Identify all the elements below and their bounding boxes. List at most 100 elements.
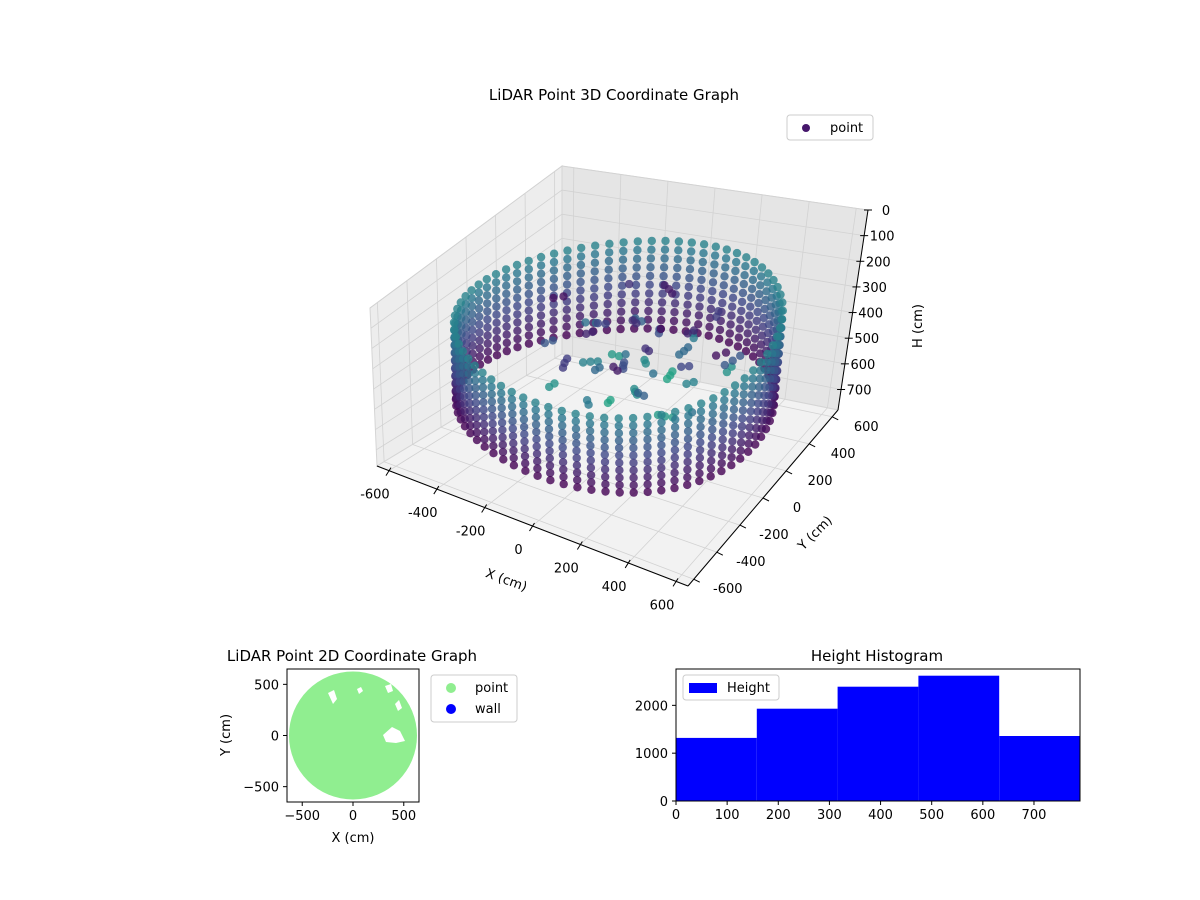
point-3d bbox=[643, 465, 652, 474]
point-3d bbox=[643, 450, 652, 459]
point-3d bbox=[464, 354, 473, 363]
point-3d bbox=[615, 451, 624, 460]
point-3d bbox=[482, 283, 492, 292]
point-3d bbox=[709, 269, 718, 278]
legend-histogram: Height bbox=[682, 674, 780, 701]
point-3d bbox=[683, 434, 693, 444]
point-3d bbox=[491, 270, 501, 279]
point-3d bbox=[750, 257, 759, 267]
point-3d bbox=[524, 298, 533, 307]
point-3d bbox=[458, 347, 468, 356]
point-3d bbox=[549, 316, 558, 326]
point-3d bbox=[563, 246, 572, 255]
x-axis-label-3d: X (cm) bbox=[483, 566, 529, 595]
point-3d bbox=[696, 422, 705, 431]
point-3d bbox=[497, 389, 506, 398]
point-3d bbox=[721, 348, 731, 357]
point-3d bbox=[558, 421, 567, 430]
point-3d bbox=[524, 331, 534, 340]
point-3d bbox=[590, 267, 599, 276]
point-3d bbox=[616, 316, 626, 325]
point-3d bbox=[674, 246, 683, 255]
point-3d bbox=[585, 426, 595, 436]
point-3d bbox=[454, 339, 463, 349]
point-3d bbox=[492, 294, 501, 303]
point-3d bbox=[630, 306, 640, 316]
point-3d bbox=[677, 362, 686, 371]
point-3d bbox=[615, 488, 624, 497]
point-3d bbox=[773, 282, 782, 292]
points-3d bbox=[449, 236, 787, 497]
point-3d bbox=[660, 245, 670, 254]
point-3d bbox=[696, 430, 705, 439]
point-3d bbox=[498, 440, 507, 449]
point-3d bbox=[545, 432, 554, 441]
point-3d bbox=[471, 398, 481, 408]
point-3d bbox=[546, 476, 555, 485]
point-3d bbox=[682, 318, 691, 327]
point-3d bbox=[536, 328, 546, 337]
point-3d bbox=[659, 263, 669, 272]
point-3d bbox=[744, 447, 753, 456]
histogram-bar-2 bbox=[837, 686, 919, 801]
point-3d bbox=[778, 306, 787, 315]
legend-histogram-frame bbox=[682, 674, 780, 701]
point-3d bbox=[586, 357, 595, 366]
point-3d bbox=[520, 430, 529, 439]
point-3d bbox=[586, 441, 595, 450]
point-3d bbox=[730, 397, 739, 406]
point-3d bbox=[649, 369, 658, 378]
point-3d bbox=[628, 413, 638, 423]
point-3d bbox=[707, 448, 716, 458]
point-3d bbox=[704, 331, 713, 340]
point-3d bbox=[699, 249, 708, 258]
point-3d bbox=[544, 424, 554, 434]
ticks-histogram: 0 100 200 300 400 500 600 700 0 1000 2000 bbox=[635, 699, 1046, 823]
point-3d bbox=[776, 323, 785, 333]
point-3d bbox=[656, 324, 666, 334]
point-3d bbox=[479, 420, 489, 429]
y-tick-label-3d-5: 400 bbox=[831, 447, 856, 462]
y-tick-label-3d-6: 600 bbox=[854, 420, 879, 435]
point-3d bbox=[625, 279, 634, 289]
point-3d bbox=[559, 479, 568, 489]
point-3d bbox=[657, 471, 666, 480]
point-3d bbox=[764, 269, 773, 278]
point-3d bbox=[545, 382, 554, 392]
point-3d bbox=[489, 449, 498, 458]
point-3d bbox=[524, 306, 533, 315]
point-3d bbox=[629, 488, 638, 497]
point-3d bbox=[497, 403, 506, 413]
point-3d bbox=[604, 265, 613, 274]
chart-2d-title: LiDAR Point 2D Coordinate Graph bbox=[227, 647, 477, 665]
y-tick-label-3d-0: -600 bbox=[713, 582, 743, 597]
point-3d bbox=[604, 274, 613, 283]
point-3d bbox=[747, 293, 756, 302]
point-3d bbox=[728, 302, 737, 311]
point-3d bbox=[581, 318, 590, 327]
z-ticks-3d: 0 100 200 300 400 500 600 700 bbox=[837, 204, 895, 411]
point-3d bbox=[470, 361, 479, 370]
point-3d bbox=[754, 391, 763, 400]
point-3d bbox=[600, 465, 610, 474]
point-3d bbox=[488, 419, 497, 428]
point-3d bbox=[524, 322, 534, 332]
point-3d bbox=[483, 307, 492, 316]
x-tick-label-3d-3: 0 bbox=[514, 543, 522, 558]
point-3d bbox=[643, 457, 652, 467]
point-3d bbox=[709, 394, 718, 403]
point-3d bbox=[750, 334, 760, 343]
point-3d bbox=[658, 289, 667, 298]
point-3d bbox=[615, 473, 624, 482]
point-3d bbox=[604, 282, 613, 292]
y-tick-label-3d-2: -200 bbox=[759, 528, 789, 543]
point-3d bbox=[705, 322, 714, 331]
point-3d bbox=[520, 451, 530, 461]
y-tick-label-hist-2: 2000 bbox=[635, 699, 668, 714]
point-3d bbox=[659, 271, 668, 281]
point-3d bbox=[708, 287, 717, 296]
point-3d bbox=[576, 269, 585, 278]
point-3d bbox=[711, 242, 720, 251]
point-3d bbox=[532, 435, 541, 444]
point-3d bbox=[670, 476, 679, 485]
